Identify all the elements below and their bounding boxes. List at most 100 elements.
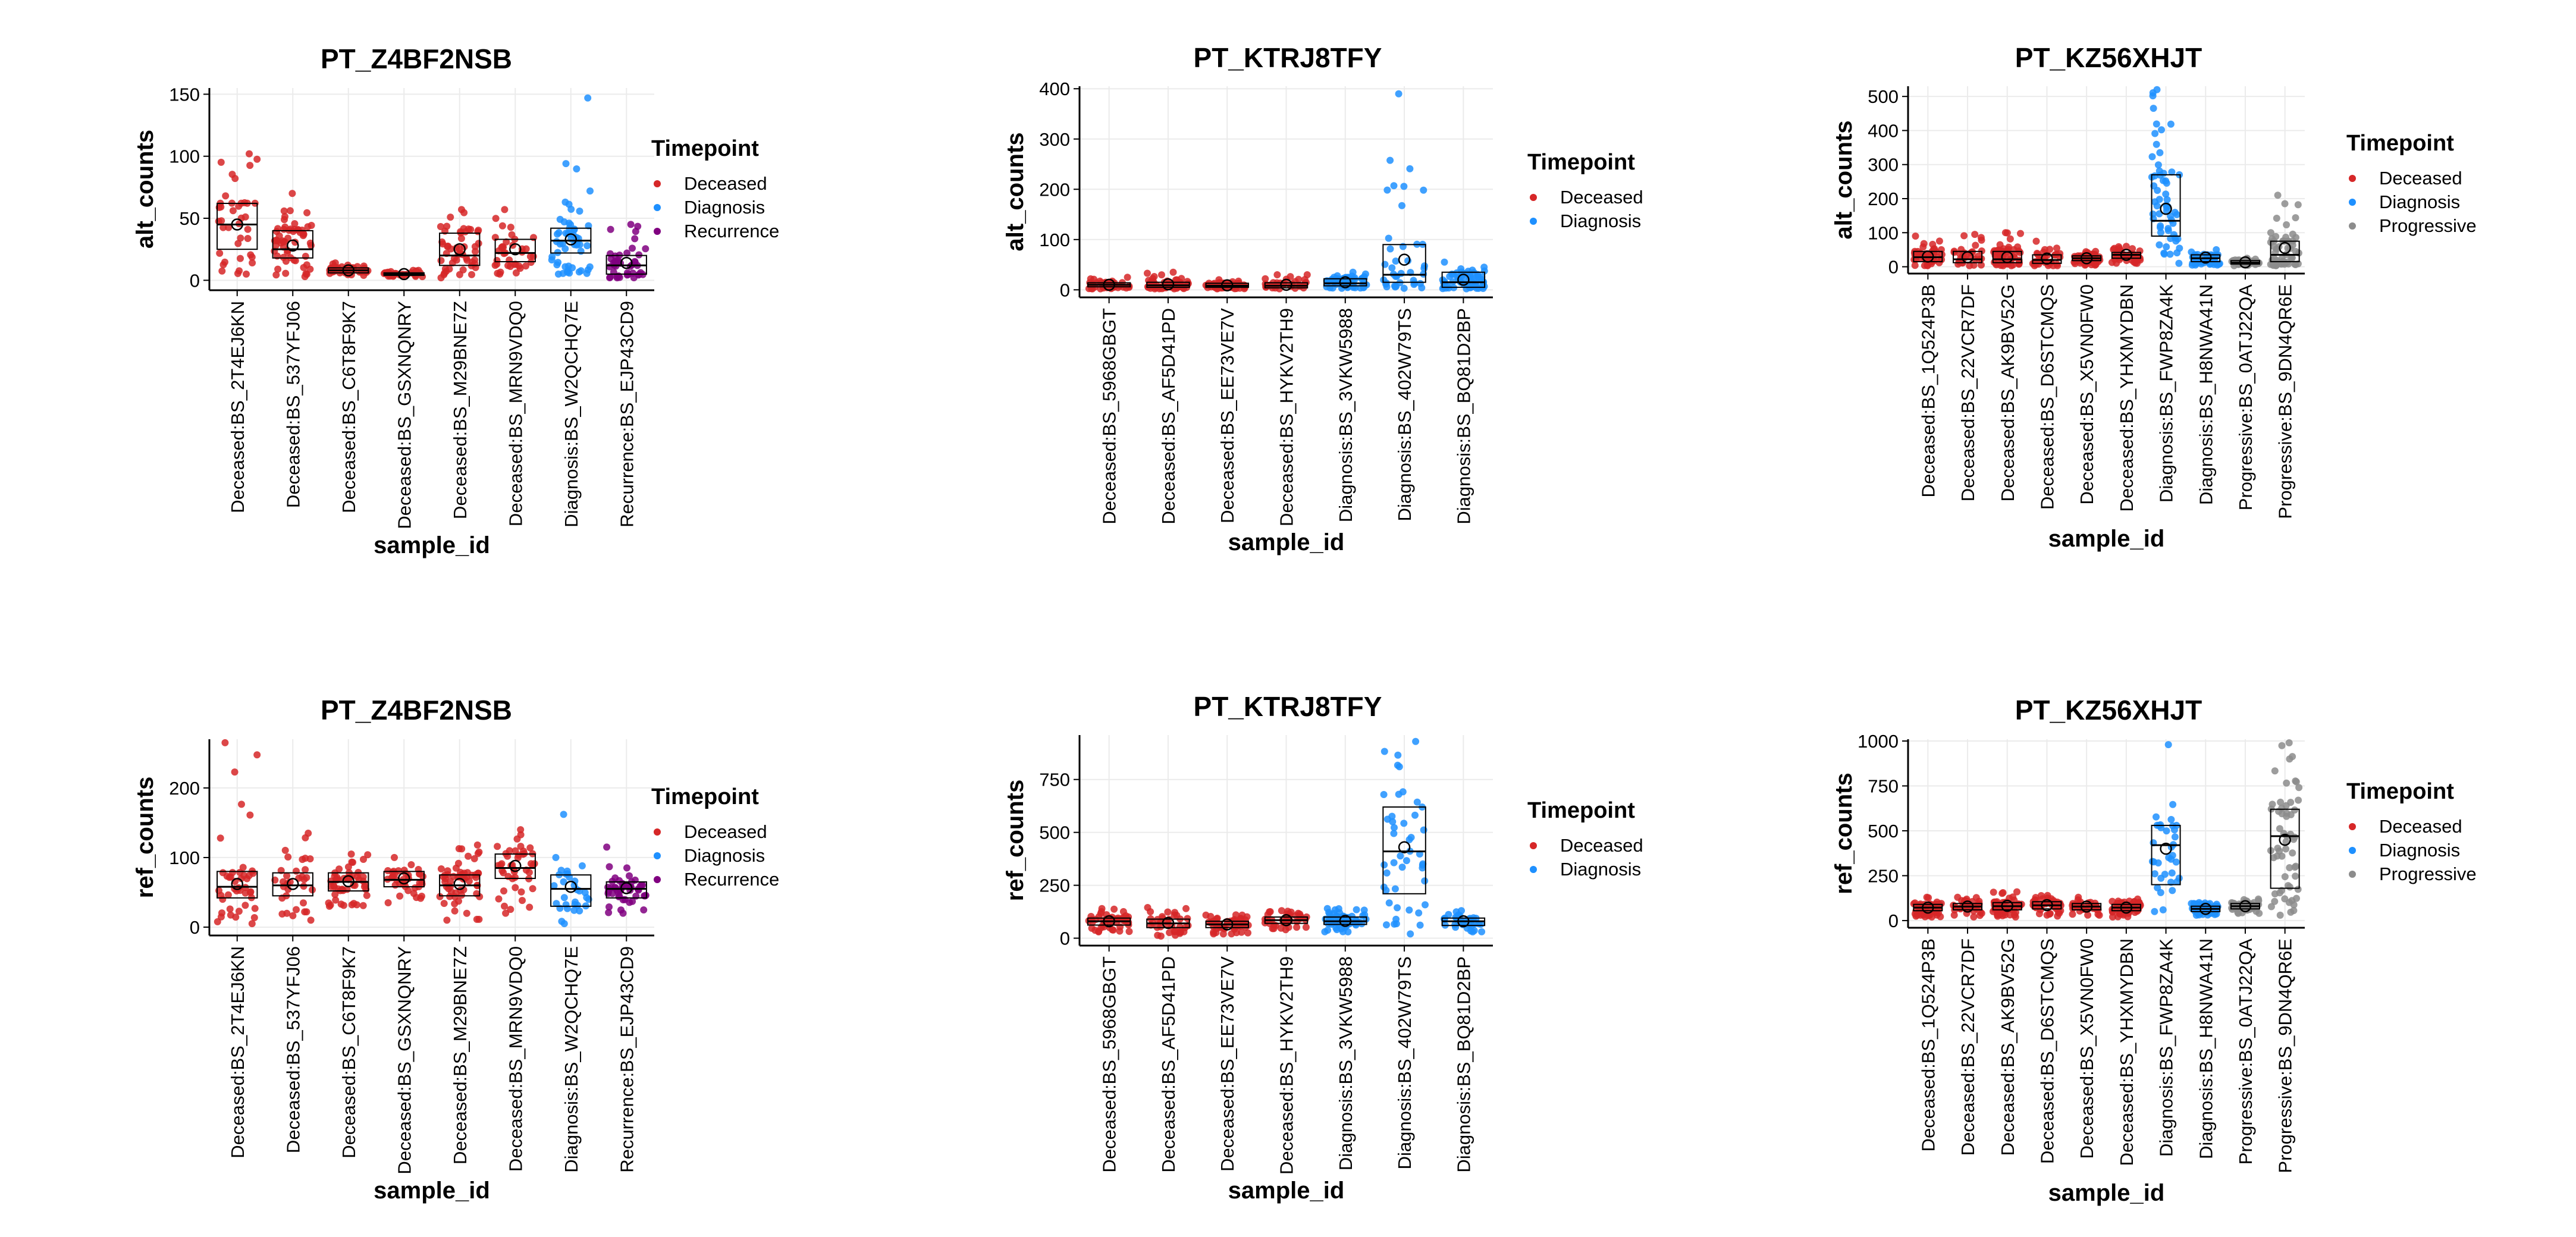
- data-point: [1402, 857, 1410, 865]
- legend-title: Timepoint: [1527, 798, 1635, 823]
- data-point: [632, 892, 640, 900]
- data-point: [623, 249, 631, 257]
- legend-swatch: [1530, 218, 1537, 225]
- data-point: [494, 269, 501, 277]
- data-point: [1451, 921, 1459, 928]
- data-point: [455, 897, 462, 905]
- data-point: [514, 851, 522, 859]
- data-point: [1974, 252, 1982, 260]
- data-point: [605, 863, 613, 871]
- data-point: [219, 869, 227, 877]
- data-point: [2154, 161, 2162, 169]
- data-point: [2285, 899, 2293, 906]
- data-point: [571, 900, 579, 908]
- data-point: [619, 896, 627, 903]
- data-point: [642, 245, 650, 253]
- data-point: [2271, 767, 2279, 775]
- data-point: [614, 258, 622, 266]
- legend-title: Timepoint: [2346, 131, 2454, 156]
- data-point: [332, 896, 340, 904]
- legend-label: Deceased: [684, 821, 767, 842]
- data-point: [217, 834, 224, 842]
- mean-marker: [2080, 900, 2093, 913]
- data-point: [1325, 909, 1333, 916]
- data-point: [2278, 742, 2286, 749]
- data-point: [2156, 149, 2164, 156]
- data-point: [640, 906, 648, 913]
- data-point: [1912, 233, 1919, 240]
- mean-marker: [1220, 918, 1234, 931]
- y-tick-label: 500: [1868, 821, 1899, 842]
- data-point: [443, 916, 451, 924]
- x-tick-label: Diagnosis:BS_402W79TS: [1394, 956, 1415, 1169]
- data-point: [2290, 907, 2298, 915]
- points-Deceased:BS_MRN9VDQ0: [491, 206, 537, 278]
- box-Diagnosis:BS_FWP8ZA4K: [2151, 174, 2181, 237]
- points-Deceased:BS_M29BNE7Z: [437, 206, 482, 282]
- data-point: [606, 274, 614, 281]
- data-point: [2157, 874, 2165, 882]
- y-axis-title: ref_counts: [132, 777, 158, 899]
- data-point: [475, 240, 482, 247]
- x-tick-label: Deceased:BS_GSXNQNRY: [394, 301, 415, 529]
- data-point: [1266, 908, 1274, 915]
- data-point: [306, 265, 314, 273]
- y-axis-title: alt_counts: [1002, 132, 1028, 251]
- data-point: [222, 192, 230, 200]
- points-Deceased:BS_2T4EJ6KN: [215, 150, 261, 278]
- data-point: [244, 235, 252, 242]
- data-point: [2155, 241, 2163, 249]
- data-point: [1292, 912, 1300, 919]
- data-point: [2167, 878, 2175, 886]
- data-point: [447, 214, 454, 221]
- mean-marker: [2041, 899, 2053, 912]
- mean-marker: [564, 880, 577, 893]
- data-point: [2163, 196, 2171, 203]
- data-point: [1480, 263, 1488, 271]
- data-point: [501, 902, 508, 910]
- y-tick-label: 300: [1039, 129, 1070, 150]
- data-point: [1202, 911, 1210, 919]
- box-Deceased:BS_M29BNE7Z: [439, 233, 481, 266]
- data-point: [1950, 911, 1958, 919]
- data-point: [2017, 230, 2024, 237]
- data-point: [1358, 274, 1366, 282]
- data-point: [512, 884, 519, 891]
- data-point: [2288, 254, 2296, 262]
- data-point: [226, 905, 234, 913]
- data-point: [221, 739, 229, 746]
- data-point: [1962, 252, 1970, 259]
- data-point: [2113, 259, 2120, 267]
- mean-marker: [1280, 914, 1292, 927]
- data-point: [1392, 258, 1400, 265]
- data-point: [1458, 272, 1466, 280]
- legend-swatch: [654, 180, 661, 187]
- box-Diagnosis:BS_W2QCHQ7E: [550, 874, 592, 907]
- legend-swatch: [654, 876, 661, 883]
- data-point: [1302, 924, 1310, 931]
- y-tick-label: 400: [1868, 120, 1899, 141]
- data-point: [571, 877, 579, 885]
- mean-marker: [1922, 250, 1934, 263]
- legend-swatch: [654, 852, 661, 859]
- data-point: [1419, 861, 1426, 869]
- data-point: [1995, 247, 2003, 255]
- mean-marker: [231, 878, 243, 890]
- legend: Timepoint Deceased Diagnosis Recurrence: [651, 784, 779, 890]
- x-axis-title: sample_id: [2048, 1180, 2165, 1206]
- data-point: [2278, 254, 2286, 262]
- legend-swatch: [654, 204, 661, 211]
- data-point: [247, 888, 255, 896]
- points-Diagnosis:BS_W2QCHQ7E: [548, 94, 594, 278]
- data-point: [293, 906, 300, 913]
- legend-label: Diagnosis: [1560, 859, 1641, 880]
- data-point: [360, 856, 367, 863]
- data-point: [1380, 883, 1388, 891]
- data-point: [237, 875, 245, 883]
- data-point: [610, 268, 617, 276]
- mean-marker: [1961, 900, 1974, 913]
- x-tick-label: Deceased:BS_HYKV2TH9: [1276, 308, 1297, 526]
- data-point: [219, 224, 227, 231]
- data-point: [308, 222, 315, 229]
- data-point: [1097, 910, 1105, 918]
